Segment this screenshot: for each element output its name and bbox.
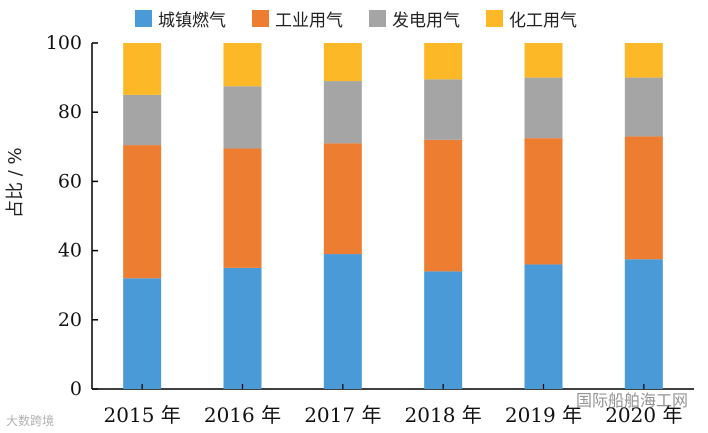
bar-segment-5-3 — [624, 43, 663, 78]
legend-label: 城镇燃气 — [158, 11, 226, 31]
x-tick-label: 2015 年 — [104, 403, 181, 427]
x-tick-label: 2018 年 — [405, 403, 482, 427]
bar-segment-4-2 — [524, 77, 563, 139]
bar-segment-0-1 — [123, 145, 162, 279]
legend-swatch — [252, 10, 269, 27]
bar-segment-1-2 — [223, 86, 262, 149]
bar-segment-1-1 — [223, 148, 262, 268]
legend-label: 工业用气 — [275, 11, 343, 31]
legend-swatch — [135, 10, 152, 27]
bar-segment-1-3 — [223, 43, 262, 87]
legend-label: 化工用气 — [509, 11, 577, 31]
watermark-right: 国际船舶海工网 — [575, 391, 688, 410]
bar-segment-3-0 — [424, 271, 463, 389]
y-axis-label: 占比 / % — [5, 147, 26, 218]
y-tick-label: 40 — [58, 240, 82, 262]
bar-segment-2-2 — [323, 81, 362, 144]
legend: 城镇燃气 工业用气 发电用气 化工用气 — [135, 6, 577, 31]
x-tick-label: 2019 年 — [505, 403, 582, 427]
bar-segment-0-2 — [123, 94, 162, 146]
bar-segment-0-3 — [123, 43, 162, 95]
legend-label: 发电用气 — [392, 11, 460, 31]
x-tick-label: 2016 年 — [204, 403, 281, 427]
bar-segment-4-3 — [524, 43, 563, 78]
bar-segment-2-1 — [323, 143, 362, 255]
bar-segment-4-0 — [524, 264, 563, 389]
legend-item-series-3: 化工用气 — [486, 6, 577, 31]
legend-swatch — [486, 10, 503, 27]
legend-item-series-1: 工业用气 — [252, 6, 343, 31]
bar-segment-0-0 — [123, 278, 162, 389]
x-tick-label: 2020 年 — [605, 403, 682, 427]
bar-segment-3-3 — [424, 43, 463, 80]
bar-segment-4-1 — [524, 138, 563, 265]
bar-segment-5-0 — [624, 259, 663, 389]
bar-segment-5-1 — [624, 136, 663, 260]
legend-swatch — [369, 10, 386, 27]
bar-segment-2-3 — [323, 43, 362, 82]
y-tick-label: 0 — [70, 378, 82, 400]
bar-segment-5-2 — [624, 77, 663, 137]
bar-segment-3-1 — [424, 139, 463, 272]
y-tick-label: 100 — [46, 32, 82, 54]
legend-item-series-0: 城镇燃气 — [135, 6, 226, 31]
watermark-left: 大数跨境 — [6, 414, 55, 428]
x-tick-label: 2017 年 — [304, 403, 381, 427]
y-tick-label: 60 — [58, 170, 82, 192]
bar-segment-1-0 — [223, 267, 262, 389]
y-tick-label: 80 — [58, 101, 82, 123]
y-tick-label: 20 — [58, 309, 82, 331]
bar-segment-3-2 — [424, 79, 463, 140]
legend-item-series-2: 发电用气 — [369, 6, 460, 31]
bar-segment-2-0 — [323, 254, 362, 389]
